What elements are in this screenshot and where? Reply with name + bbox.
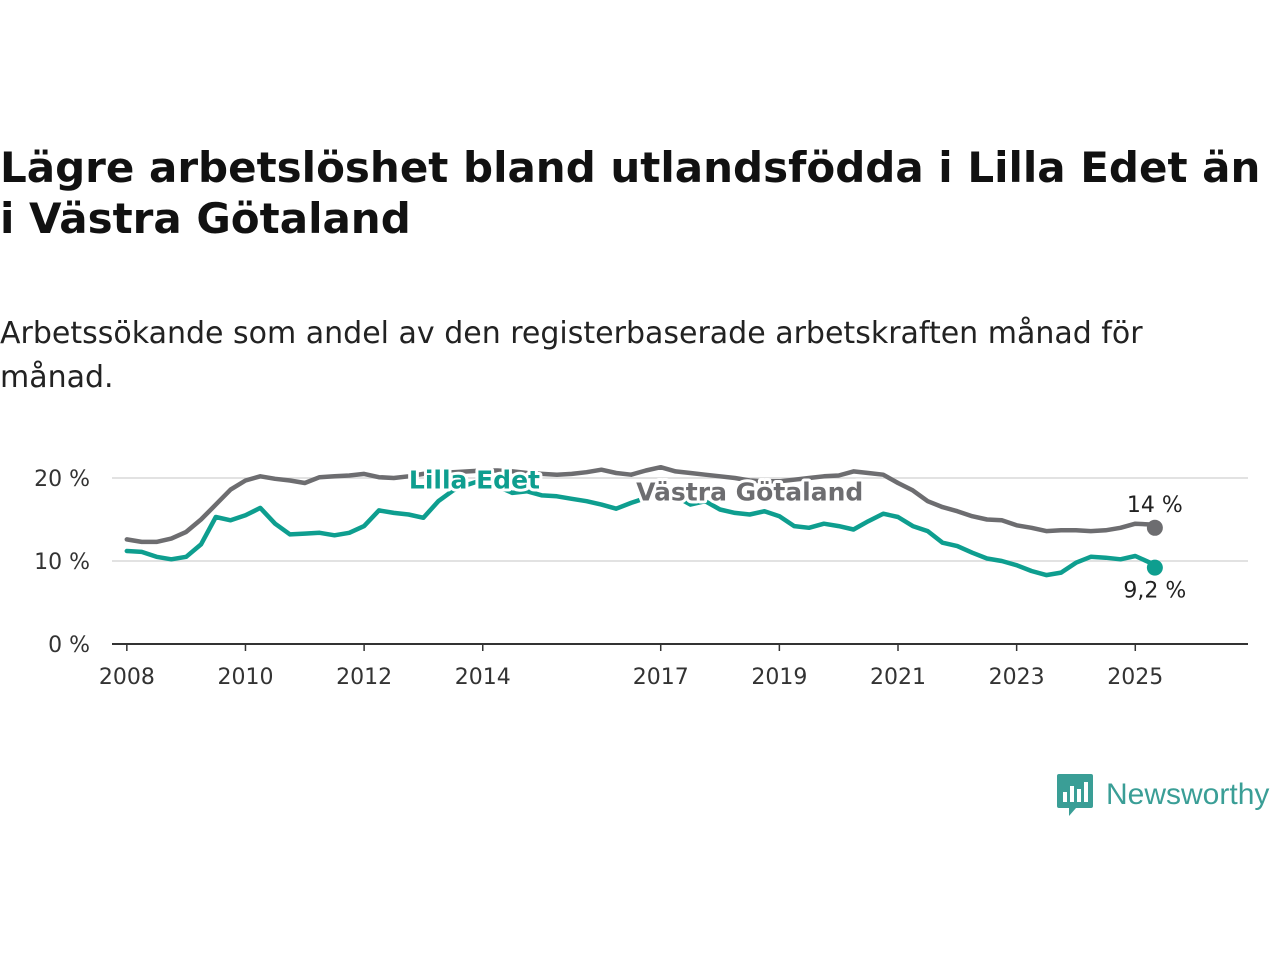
end-point-v-stra-g-taland bbox=[1146, 519, 1163, 536]
series-line-v-stra-g-taland bbox=[124, 464, 1158, 545]
y-tick-label: 20 % bbox=[34, 467, 90, 492]
end-label-v-stra-g-taland: 14 % bbox=[1127, 493, 1183, 518]
line-chart: 0 % 10 % 20 % 2008 2010 2012 2014 2017 2019 2021… bbox=[34, 463, 1248, 690]
y-tick-labels: 0 % 10 % 20 % bbox=[34, 467, 90, 658]
end-point-lilla-edet bbox=[1146, 559, 1163, 576]
x-tick-label: 2019 bbox=[751, 665, 807, 690]
x-tick-label: 2021 bbox=[870, 665, 926, 690]
y-tick-label: 10 % bbox=[34, 550, 90, 575]
series-label: Lilla Edet bbox=[409, 466, 540, 495]
x-tick-label: 2025 bbox=[1107, 665, 1163, 690]
series-layer: 14 % 9,2 % bbox=[124, 464, 1186, 604]
x-tick-label: 2008 bbox=[99, 665, 155, 690]
grid-layer bbox=[112, 477, 1248, 645]
series-line-lilla-edet bbox=[124, 477, 1158, 578]
x-tick-label: 2014 bbox=[455, 665, 511, 690]
newsworthy-brand: Newsworthy bbox=[1056, 772, 1269, 818]
y-tick-label: 0 % bbox=[48, 633, 90, 658]
newsworthy-logo-icon bbox=[1057, 774, 1093, 816]
series-label: Västra Götaland bbox=[636, 477, 863, 506]
brand-name: Newsworthy bbox=[1106, 778, 1270, 811]
x-tick-labels: 2008 2010 2012 2014 2017 2019 2021 2023 2025 bbox=[99, 644, 1163, 690]
end-label-lilla-edet: 9,2 % bbox=[1123, 579, 1186, 604]
x-tick-label: 2017 bbox=[633, 665, 689, 690]
chart-title: Lägre arbetslöshet bland utlandsfödda i … bbox=[0, 143, 1261, 243]
x-tick-label: 2023 bbox=[989, 665, 1045, 690]
x-tick-label: 2010 bbox=[217, 665, 273, 690]
x-tick-label: 2012 bbox=[336, 665, 392, 690]
chart-subtitle: Arbetssökande som andel av den registerb… bbox=[0, 316, 1143, 395]
annotation-layer: Lilla Edet Västra Götaland bbox=[406, 463, 866, 510]
